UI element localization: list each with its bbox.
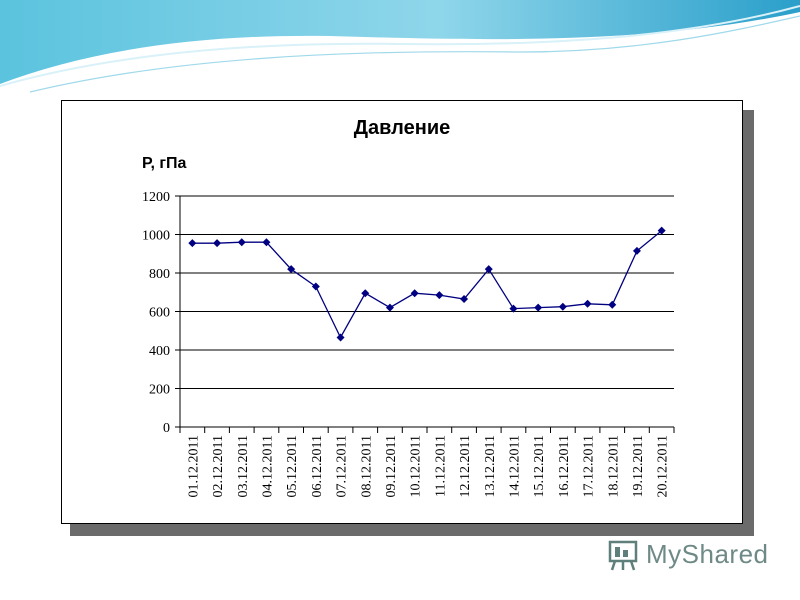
data-point	[632, 246, 641, 255]
data-point	[361, 289, 370, 298]
x-tick-label: 14.12.2011	[507, 435, 522, 497]
data-point	[213, 239, 222, 248]
y-tick-label: 0	[163, 421, 170, 436]
header-wave	[0, 0, 800, 84]
y-tick-label: 1200	[142, 190, 170, 205]
data-point	[484, 265, 493, 274]
x-tick-label: 19.12.2011	[631, 435, 646, 497]
data-point	[509, 304, 518, 313]
x-tick-label: 20.12.2011	[656, 435, 671, 497]
data-point	[460, 294, 469, 303]
watermark: MyShared	[606, 537, 776, 573]
presentation-icon	[608, 540, 638, 571]
x-tick-label: 02.12.2011	[211, 435, 226, 497]
data-point	[336, 333, 345, 342]
data-point	[558, 302, 567, 311]
x-tick-label: 16.12.2011	[557, 435, 572, 497]
y-tick-label: 400	[149, 344, 170, 359]
line-chart: 0 200 400 600 800 1000 1200 01.12.2011 02.12.201…	[142, 190, 675, 497]
data-point	[583, 299, 592, 308]
y-tick-label: 600	[149, 306, 170, 321]
y-tick-label: 800	[149, 267, 170, 282]
y-tick-label: 200	[149, 383, 170, 398]
data-point	[608, 300, 617, 309]
x-tick-label: 17.12.2011	[582, 435, 597, 497]
x-tick-label: 09.12.2011	[384, 435, 399, 497]
x-tick-label: 13.12.2011	[483, 435, 498, 497]
data-point	[435, 291, 444, 300]
x-tick-label: 05.12.2011	[285, 435, 300, 497]
data-point	[262, 238, 271, 247]
data-point	[410, 289, 419, 298]
chart-frame: Давление Р, гПа 0 200 400 600 800 1000 1200 01.…	[61, 100, 743, 524]
x-tick-label: 11.12.2011	[433, 435, 448, 497]
x-tick-label: 01.12.2011	[186, 435, 201, 497]
y-tick-label: 1000	[142, 229, 170, 244]
y-axis-label: Р, гПа	[142, 155, 187, 172]
x-tick-label: 03.12.2011	[236, 435, 251, 497]
data-point	[385, 303, 394, 312]
data-point	[657, 226, 666, 235]
data-point	[188, 239, 197, 248]
x-tick-label: 12.12.2011	[458, 435, 473, 497]
x-tick-label: 10.12.2011	[409, 435, 424, 497]
data-point	[534, 303, 543, 312]
x-tick-label: 15.12.2011	[532, 435, 547, 497]
header-wave-line	[29, 15, 800, 93]
header-wave-highlight	[0, 5, 800, 87]
chart-title: Давление	[353, 117, 451, 139]
x-tick-label: 08.12.2011	[359, 435, 374, 497]
x-tick-label: 18.12.2011	[606, 435, 621, 497]
data-point	[311, 282, 320, 291]
x-tick-label: 06.12.2011	[310, 435, 325, 497]
x-tick-label: 04.12.2011	[260, 435, 275, 497]
data-point	[287, 265, 296, 274]
x-tick-label: 07.12.2011	[335, 435, 350, 497]
series-line	[192, 230, 663, 339]
data-point	[237, 238, 246, 247]
watermark-text: MyShared	[646, 539, 769, 569]
